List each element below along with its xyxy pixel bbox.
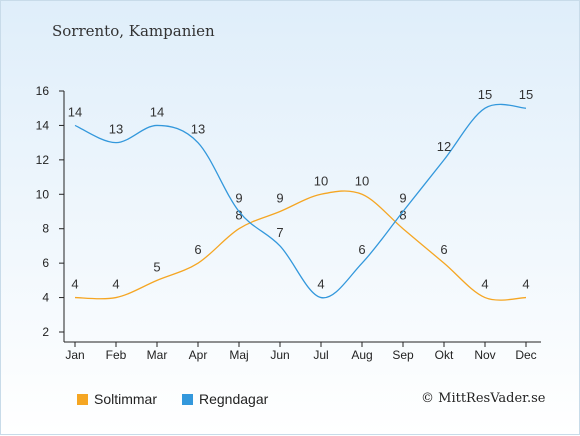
x-tick-label: Dec	[515, 348, 536, 362]
sun-hours-data-label: 5	[153, 259, 160, 274]
sun-hours-data-label: 10	[355, 173, 369, 188]
legend-swatch-rain	[182, 394, 193, 405]
y-tick-label: 12	[36, 153, 50, 167]
rain-days-data-label: 9	[399, 191, 406, 206]
rain-days-data-label: 14	[150, 104, 164, 119]
rain-days-data-label: 13	[109, 122, 123, 137]
legend-label-sun: Soltimmar	[94, 391, 158, 407]
sun-hours-data-label: 8	[399, 208, 406, 223]
rain-days-data-label: 12	[437, 139, 451, 154]
x-tick-label: Apr	[189, 348, 208, 362]
y-tick-label: 14	[36, 118, 50, 132]
chart-title: Sorrento, Kampanien	[52, 22, 215, 40]
legend-label-rain: Regndagar	[199, 391, 269, 407]
sun-hours-data-label: 4	[71, 277, 78, 292]
legend-swatch-sun	[77, 394, 88, 405]
sun-hours-data-label: 8	[235, 208, 242, 223]
x-tick-label: Jan	[65, 348, 84, 362]
legend-item-rain: Regndagar	[182, 391, 268, 407]
sun-hours-data-label: 10	[314, 173, 328, 188]
rain-days-data-label: 4	[317, 277, 324, 292]
rain-days-data-label: 7	[276, 225, 283, 240]
sun-hours-data-label: 9	[276, 191, 283, 206]
rain-days-data-label: 15	[519, 87, 533, 102]
sun-hours-line	[74, 190, 527, 301]
y-tick-label: 2	[42, 325, 49, 339]
sun-hours-data-label: 4	[112, 277, 119, 292]
x-tick-label: Feb	[106, 348, 127, 362]
x-tick-label: Aug	[351, 348, 372, 362]
rain-days-data-label: 15	[478, 87, 492, 102]
x-tick-label: Sep	[392, 348, 414, 362]
x-tick-label: Mar	[147, 348, 168, 362]
rain-days-data-label: 14	[68, 104, 82, 119]
rain-days-data-label: 6	[358, 242, 365, 257]
sun-hours-data-label: 4	[481, 277, 488, 292]
x-tick-label: Jun	[270, 348, 289, 362]
copyright-text: © MittResVader.se	[421, 391, 546, 406]
rain-days-data-label: 13	[191, 122, 205, 137]
x-tick-label: Maj	[229, 348, 248, 362]
rain-days-data-label: 9	[235, 191, 242, 206]
sun-hours-data-label: 4	[522, 277, 529, 292]
x-tick-label: Okt	[435, 348, 454, 362]
rain-days-line	[74, 103, 527, 299]
x-tick-label: Jul	[313, 348, 328, 362]
sun-hours-data-label: 6	[194, 242, 201, 257]
y-tick-label: 4	[42, 291, 49, 305]
legend-item-sun: Soltimmar	[77, 391, 157, 407]
y-tick-label: 16	[36, 84, 50, 98]
y-tick-label: 8	[42, 222, 49, 236]
x-tick-label: Nov	[474, 348, 495, 362]
y-tick-label: 10	[36, 187, 50, 201]
sun-hours-data-label: 6	[440, 242, 447, 257]
y-tick-label: 6	[42, 256, 49, 270]
